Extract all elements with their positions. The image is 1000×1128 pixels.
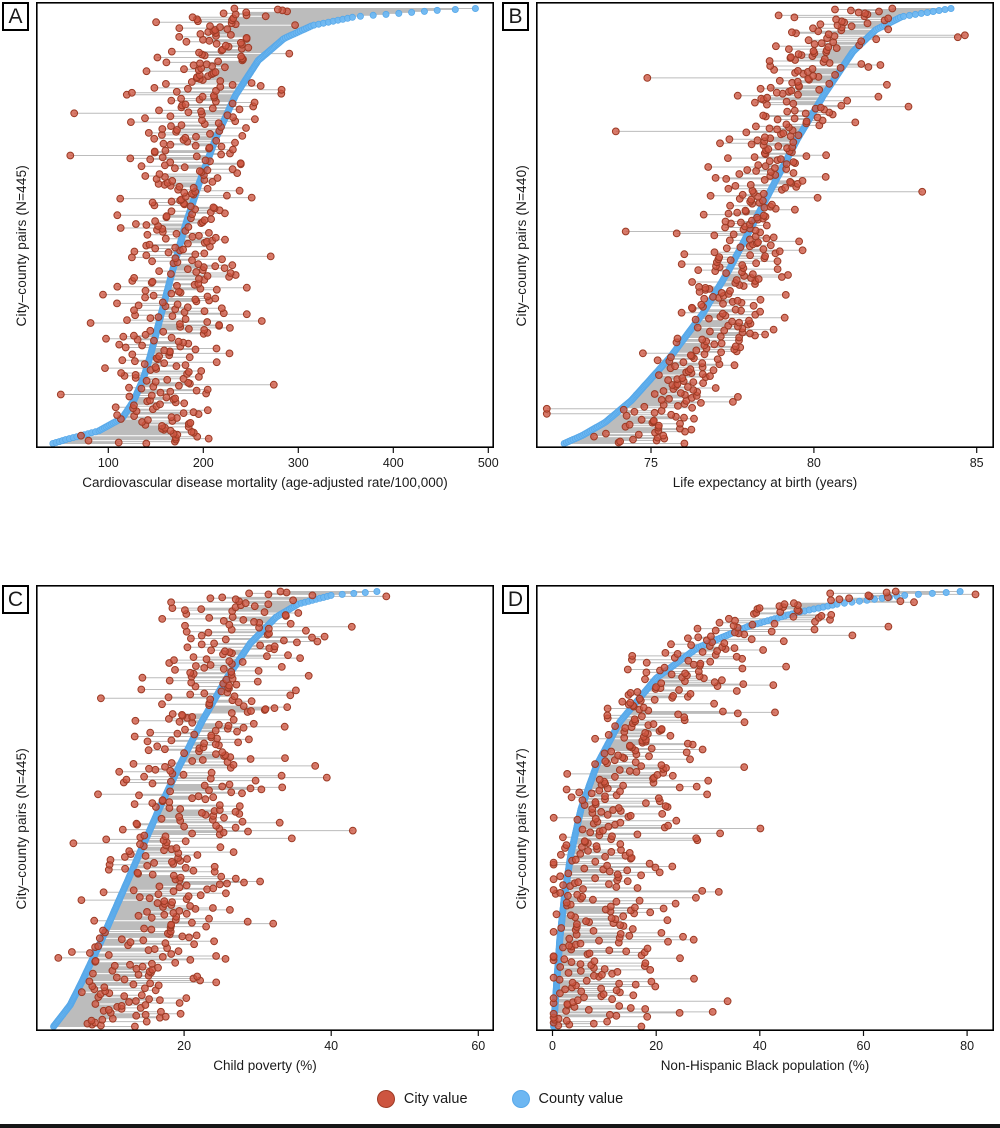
x-axis-title-a: Cardiovascular disease mortality (age-ad… [82,475,448,490]
x-tick-label: 60 [471,1039,485,1053]
x-tick-label: 60 [857,1039,871,1053]
panel-label-a: A [2,2,29,31]
legend-label-city: City value [403,1091,468,1107]
plot-border [36,2,494,448]
panel-row-top: A City–county pairs (N=445) 100 200 300 400… [0,2,1000,490]
y-axis-label-a-wrap: City–county pairs (N=445) [6,2,36,490]
y-axis-label-a: City–county pairs (N=445) [13,165,29,327]
x-tick-label: 20 [649,1039,663,1053]
city-dots [56,4,300,448]
county-value-dot-icon [511,1090,530,1108]
y-axis-label-d: City–county pairs (N=447) [513,748,529,910]
plot-wrap-a: 100 200 300 400 500 Cardiovascular disease m… [36,2,499,490]
connector-lines [52,8,476,444]
x-axis-title-d: Non-Hispanic Black population (%) [660,1058,870,1073]
x-tick-label: 400 [383,456,404,470]
y-axis-label-b: City–county pairs (N=440) [513,165,529,327]
x-tick-label: 80 [960,1039,974,1053]
city-dots [549,587,980,1031]
x-tick-label: 500 [478,456,499,470]
x-tick-label: 20 [177,1039,191,1053]
panel-d: D City–county pairs (N=447) 0 20 40 60 80 No… [500,585,1000,1073]
panel-label-b: B [502,2,529,31]
panel-label-d: D [502,585,529,614]
y-axis-label-b-wrap: City–county pairs (N=440) [506,2,536,490]
panel-label-c: C [2,585,29,614]
plot-wrap-c: 20 40 60 Child poverty (%) [36,585,494,1073]
county-dots [560,5,955,447]
legend-item-county: County value [511,1090,624,1108]
x-tick-label: 40 [324,1039,338,1053]
x-axis-title-b: Life expectancy at birth (years) [672,475,858,490]
legend-item-city: City value [376,1090,468,1108]
x-tick-label: 80 [807,456,821,470]
legend: City value County value [0,1090,1000,1108]
plot-border [36,585,494,1031]
city-dots [54,587,391,1031]
x-tick-label: 85 [970,456,984,470]
x-tick-label: 0 [549,1039,556,1053]
panel-c: C City–county pairs (N=445) 20 40 60 Child… [0,585,500,1073]
legend-label-county: County value [538,1091,624,1107]
y-axis-label-d-wrap: City–county pairs (N=447) [506,585,536,1073]
plot-wrap-d: 0 20 40 60 80 Non-Hispanic Black population … [536,585,994,1073]
panel-a: A City–county pairs (N=445) 100 200 300 400… [0,2,500,490]
x-tick-label: 75 [644,456,658,470]
x-tick-label: 300 [288,456,309,470]
panel-row-bottom: C City–county pairs (N=445) 20 40 60 Child… [0,585,1000,1073]
x-tick-label: 100 [98,456,119,470]
plot-area-c: 20 40 60 [36,585,494,1053]
plot-area-d: 0 20 40 60 80 [536,585,994,1053]
plot-area-a: 100 200 300 400 500 [36,2,499,470]
panel-b: B City–county pairs (N=440) 75 80 85 Life … [500,2,1000,490]
y-axis-label-c: City–county pairs (N=445) [13,748,29,910]
plot-wrap-b: 75 80 85 Life expectancy at birth (years) [536,2,994,490]
county-dots [49,5,479,447]
plot-area-b: 75 80 85 [536,2,994,470]
bottom-edge-bar [0,1124,1000,1128]
city-dots [542,4,969,448]
plot-border [536,2,994,448]
plot-border [536,585,994,1031]
x-tick-label: 200 [193,456,214,470]
x-tick-label: 40 [753,1039,767,1053]
city-value-dot-icon [376,1090,395,1108]
x-axis-title-c: Child poverty (%) [213,1058,317,1073]
y-axis-label-c-wrap: City–county pairs (N=445) [6,585,36,1073]
